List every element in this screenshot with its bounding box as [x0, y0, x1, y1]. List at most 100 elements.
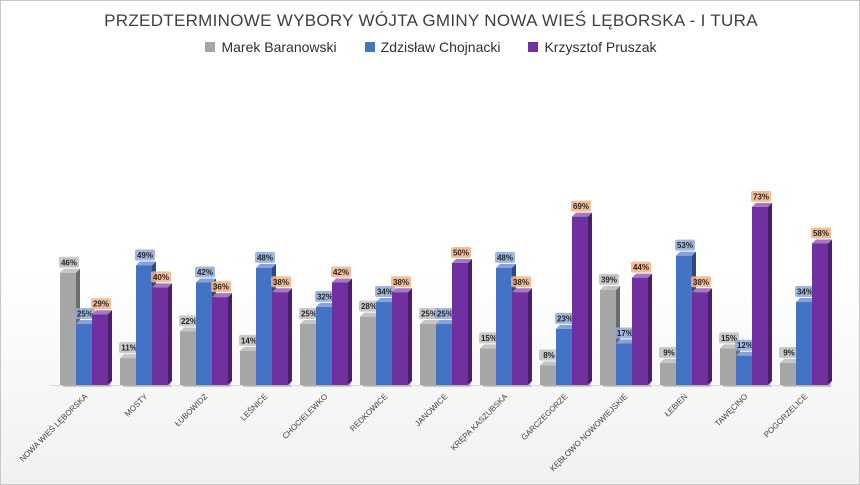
data-label-bg [675, 239, 695, 251]
bar-top [360, 312, 380, 317]
data-label: 40% [153, 273, 169, 282]
category-label: POGORZELICE [762, 392, 809, 439]
legend-label: Krzysztof Pruszak [544, 39, 657, 55]
data-label: 38% [693, 278, 709, 287]
data-label: 32% [317, 292, 333, 301]
bar-pruszak [392, 288, 412, 387]
bar-top [60, 268, 80, 273]
category-label: NOWA WIEŚ LĘBORSKA [18, 392, 90, 464]
legend-swatch [364, 42, 375, 52]
bar-front [512, 292, 528, 385]
data-label: 15% [481, 334, 497, 343]
data-label-bg [375, 286, 395, 298]
data-label-bg [795, 286, 815, 298]
bar-side [168, 283, 172, 385]
category-label: CHOCIELEWKO [281, 392, 330, 441]
data-label-bg [239, 334, 259, 346]
bar-top [392, 288, 412, 293]
data-label-bg [539, 349, 559, 361]
bar-top [540, 361, 560, 366]
bar-top [300, 320, 320, 324]
data-label: 22% [181, 317, 197, 326]
bar-chojnacki [676, 251, 696, 387]
bar-front [180, 331, 196, 385]
data-label: 14% [241, 336, 257, 345]
bar-front [436, 324, 452, 385]
bar-front [420, 324, 436, 385]
bar-top [780, 359, 800, 364]
data-label: 25% [77, 310, 93, 319]
bar-top [752, 202, 772, 207]
bar-front [676, 255, 692, 385]
data-label-bg [495, 251, 515, 263]
bar-front [272, 292, 288, 385]
bar-side [288, 288, 292, 385]
data-label: 73% [753, 192, 769, 201]
category-label: ŁUBOWIDZ [173, 392, 209, 428]
bar-front [332, 282, 348, 385]
bar-top [272, 288, 292, 293]
bar-pruszak [272, 288, 292, 387]
bar-front [120, 358, 136, 385]
bar-front [600, 289, 616, 385]
data-label: 11% [121, 344, 137, 353]
data-label: 42% [197, 268, 213, 277]
bar-top [736, 351, 756, 356]
bar-pruszak [632, 273, 652, 387]
bar-baranowski [60, 268, 80, 387]
data-label-bg [271, 276, 291, 288]
data-label: 39% [601, 275, 617, 284]
bar-side [708, 288, 712, 385]
category-label: GARCZEGORZE [519, 392, 569, 442]
bar-front [736, 355, 752, 385]
bar-side [648, 273, 652, 385]
data-label-bg [331, 266, 351, 278]
data-label-bg [59, 256, 79, 268]
bar-front [92, 314, 108, 385]
data-label: 38% [273, 278, 289, 287]
bar-front [392, 292, 408, 385]
bar-top [196, 278, 216, 283]
bar-top [240, 346, 260, 351]
bar-top [316, 302, 336, 307]
data-label-bg [571, 200, 591, 212]
data-label: 36% [213, 283, 229, 292]
data-label-bg [615, 327, 635, 339]
bar-front [212, 297, 228, 385]
category-label: LEŚNICE [239, 392, 270, 423]
data-label-bg [751, 190, 771, 202]
bar-side [408, 288, 412, 385]
data-label-bg [811, 227, 831, 239]
data-label-bg [419, 308, 439, 319]
bar-top [76, 320, 96, 324]
data-label-bg [135, 249, 155, 261]
bar-side [768, 202, 772, 385]
legend-entry-pruszak: Krzysztof Pruszak [528, 39, 657, 55]
data-label-bg [511, 276, 531, 288]
data-label: 25% [301, 310, 317, 319]
data-label-bg [479, 332, 499, 344]
bar-top [556, 324, 576, 329]
bar-front [660, 363, 676, 385]
bar-front [752, 206, 768, 385]
data-label: 50% [453, 249, 469, 258]
bar-top [452, 259, 472, 263]
data-label: 44% [633, 263, 649, 272]
bar-pruszak [332, 278, 352, 387]
category-label: REDKOWICE [348, 392, 389, 433]
data-label: 23% [557, 314, 573, 323]
bar-front [496, 267, 512, 385]
legend: Marek Baranowski Zdzisław Chojnacki Krzy… [1, 39, 860, 55]
data-label-bg [451, 247, 471, 258]
bar-front [300, 324, 316, 385]
bar-top [600, 285, 620, 290]
bar-top [256, 263, 276, 268]
bar-pruszak [152, 283, 172, 387]
data-label: 38% [393, 278, 409, 287]
bar-front [60, 272, 76, 385]
bar-top [676, 251, 696, 256]
bar-top [512, 288, 532, 293]
bar-front [720, 348, 736, 385]
category-label: TAWĘCINO [713, 392, 749, 428]
